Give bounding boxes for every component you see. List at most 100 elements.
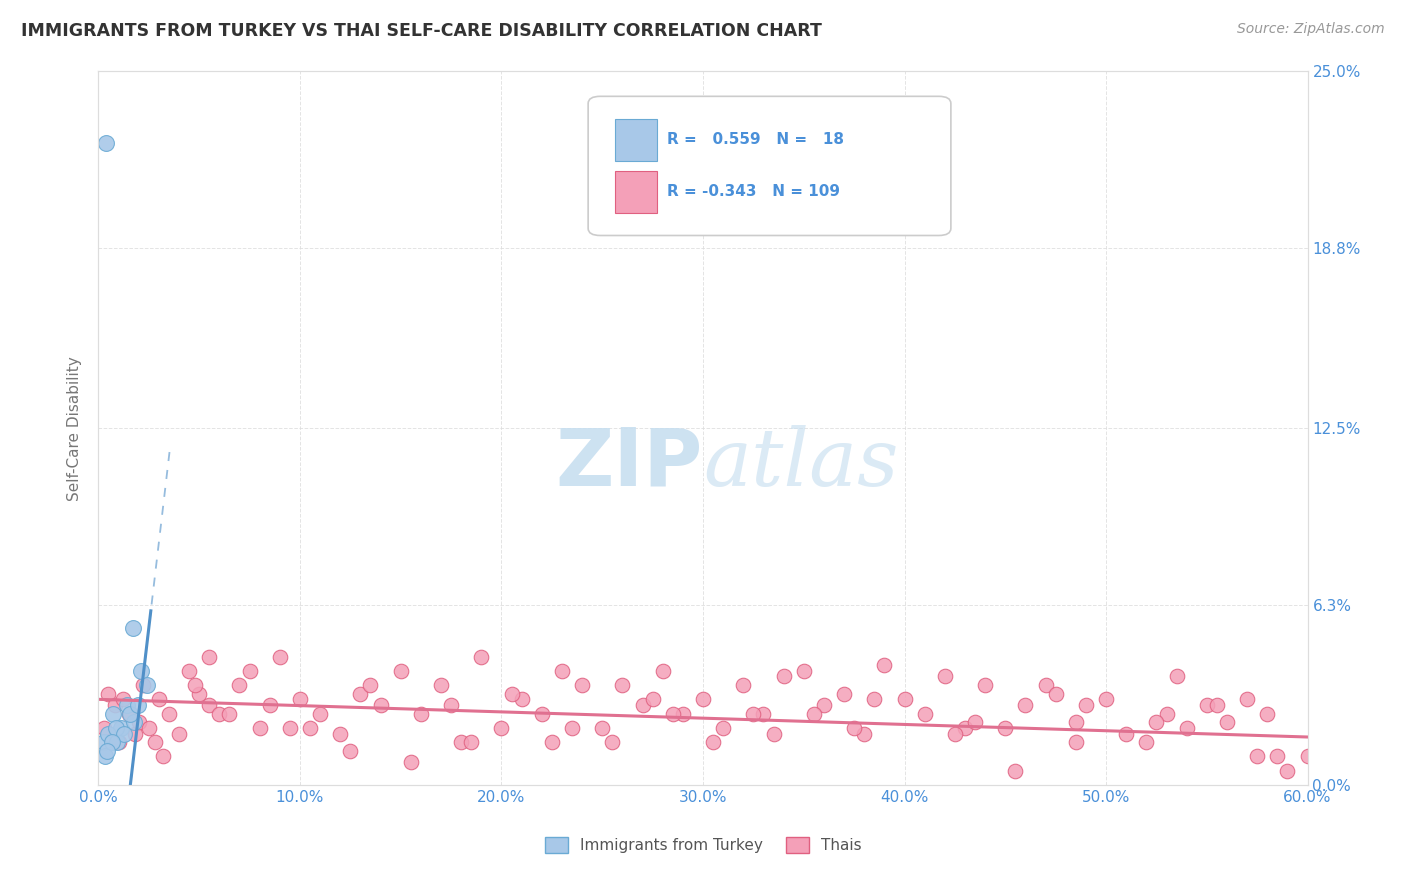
Y-axis label: Self-Care Disability: Self-Care Disability <box>67 356 83 500</box>
Point <box>965 715 987 730</box>
Point <box>1035 678 1057 692</box>
Legend: Immigrants from Turkey, Thais: Immigrants from Turkey, Thais <box>538 831 868 859</box>
Point <box>127 698 149 712</box>
Point <box>943 726 966 740</box>
Point <box>430 678 453 692</box>
Point <box>1045 687 1067 701</box>
Point <box>132 678 155 692</box>
Point <box>110 721 132 735</box>
Point <box>124 726 146 740</box>
Point <box>399 755 422 769</box>
Point <box>853 726 876 740</box>
Point <box>1095 692 1118 706</box>
Point <box>249 721 271 735</box>
Point <box>96 136 118 150</box>
Text: atlas: atlas <box>703 425 898 502</box>
Point <box>228 678 250 692</box>
Text: IMMIGRANTS FROM TURKEY VS THAI SELF-CARE DISABILITY CORRELATION CHART: IMMIGRANTS FROM TURKEY VS THAI SELF-CARE… <box>21 22 823 40</box>
Point <box>97 687 120 701</box>
Point <box>953 721 976 735</box>
Point <box>1195 698 1218 712</box>
Point <box>1156 706 1178 721</box>
Point <box>143 735 166 749</box>
Point <box>440 698 463 712</box>
Point <box>349 687 371 701</box>
Point <box>974 678 997 692</box>
Text: R = -0.343   N = 109: R = -0.343 N = 109 <box>666 185 839 200</box>
Point <box>631 698 654 712</box>
Text: Source: ZipAtlas.com: Source: ZipAtlas.com <box>1237 22 1385 37</box>
Point <box>198 649 221 664</box>
Point <box>793 664 815 678</box>
Point <box>561 721 583 735</box>
Text: R =   0.559   N =   18: R = 0.559 N = 18 <box>666 132 844 147</box>
Point <box>135 678 157 692</box>
Point <box>103 698 125 712</box>
Point <box>370 698 392 712</box>
Point <box>269 649 291 664</box>
Point <box>510 692 533 706</box>
Point <box>893 692 915 706</box>
Point <box>97 726 120 740</box>
Point <box>208 706 231 721</box>
Point <box>360 678 382 692</box>
Point <box>389 664 412 678</box>
Point <box>651 664 673 678</box>
Point <box>101 706 124 721</box>
Point <box>702 735 724 749</box>
Point <box>612 678 634 692</box>
Point <box>711 721 734 735</box>
Point <box>844 721 866 735</box>
Point <box>111 692 134 706</box>
Point <box>591 721 613 735</box>
Point <box>259 698 281 712</box>
Point <box>450 735 472 749</box>
Point <box>167 726 190 740</box>
Point <box>762 726 785 740</box>
Point <box>491 721 513 735</box>
Bar <box>614 120 657 161</box>
Point <box>1216 715 1239 730</box>
Point <box>1175 721 1198 735</box>
Point <box>288 692 311 706</box>
Point <box>1004 764 1026 778</box>
Point <box>188 687 211 701</box>
Point <box>129 664 152 678</box>
Point <box>1074 698 1097 712</box>
Point <box>540 735 562 749</box>
Point <box>692 692 714 706</box>
Point <box>239 664 262 678</box>
Point <box>179 664 201 678</box>
Point <box>218 706 240 721</box>
Point <box>152 749 174 764</box>
Point <box>571 678 593 692</box>
Point <box>100 735 122 749</box>
Point <box>934 669 956 683</box>
Point <box>118 706 141 721</box>
Point <box>752 706 775 721</box>
FancyBboxPatch shape <box>588 96 950 235</box>
Point <box>863 692 886 706</box>
Point <box>772 669 794 683</box>
Point <box>813 698 835 712</box>
Point <box>329 726 352 740</box>
Point <box>873 658 896 673</box>
Point <box>104 721 127 735</box>
Point <box>1115 726 1137 740</box>
Point <box>1236 692 1258 706</box>
Bar <box>614 171 657 212</box>
Point <box>122 715 145 730</box>
Point <box>157 706 180 721</box>
Point <box>1256 706 1278 721</box>
Point <box>339 744 361 758</box>
Point <box>107 735 129 749</box>
Point <box>138 721 160 735</box>
Point <box>299 721 322 735</box>
Point <box>121 621 143 635</box>
Point <box>832 687 855 701</box>
Point <box>184 678 207 692</box>
Point <box>460 735 482 749</box>
Point <box>803 706 825 721</box>
Text: ZIP: ZIP <box>555 425 703 503</box>
Point <box>94 749 117 764</box>
